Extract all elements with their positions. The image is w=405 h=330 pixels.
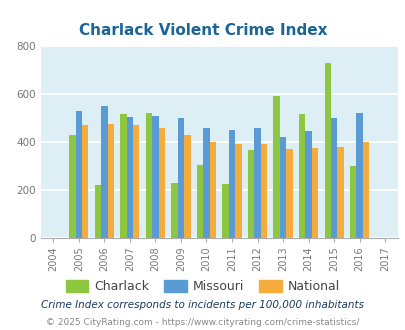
Bar: [260, 144, 266, 238]
Bar: [145, 113, 152, 238]
Bar: [234, 144, 241, 238]
Bar: [324, 63, 330, 238]
Bar: [298, 115, 305, 238]
Bar: [349, 166, 356, 238]
Legend: Charlack, Missouri, National: Charlack, Missouri, National: [60, 275, 345, 298]
Text: Crime Index corresponds to incidents per 100,000 inhabitants: Crime Index corresponds to incidents per…: [41, 300, 364, 310]
Bar: [107, 124, 114, 238]
Bar: [75, 111, 82, 238]
Bar: [356, 113, 362, 238]
Bar: [247, 150, 254, 238]
Bar: [82, 125, 88, 238]
Bar: [152, 115, 158, 238]
Bar: [101, 106, 107, 238]
Bar: [337, 147, 343, 238]
Bar: [286, 149, 292, 238]
Bar: [209, 142, 215, 238]
Bar: [177, 118, 184, 238]
Bar: [330, 118, 337, 238]
Bar: [273, 96, 279, 238]
Bar: [120, 115, 126, 238]
Bar: [184, 135, 190, 238]
Bar: [196, 165, 203, 238]
Bar: [362, 142, 368, 238]
Bar: [95, 185, 101, 238]
Bar: [305, 131, 311, 238]
Bar: [279, 137, 286, 238]
Bar: [158, 128, 164, 238]
Bar: [222, 184, 228, 238]
Bar: [133, 125, 139, 238]
Text: © 2025 CityRating.com - https://www.cityrating.com/crime-statistics/: © 2025 CityRating.com - https://www.city…: [46, 318, 359, 327]
Bar: [228, 130, 234, 238]
Bar: [69, 135, 75, 238]
Bar: [203, 127, 209, 238]
Bar: [254, 128, 260, 238]
Bar: [126, 117, 133, 238]
Bar: [311, 148, 318, 238]
Text: Charlack Violent Crime Index: Charlack Violent Crime Index: [79, 23, 326, 38]
Bar: [171, 182, 177, 238]
